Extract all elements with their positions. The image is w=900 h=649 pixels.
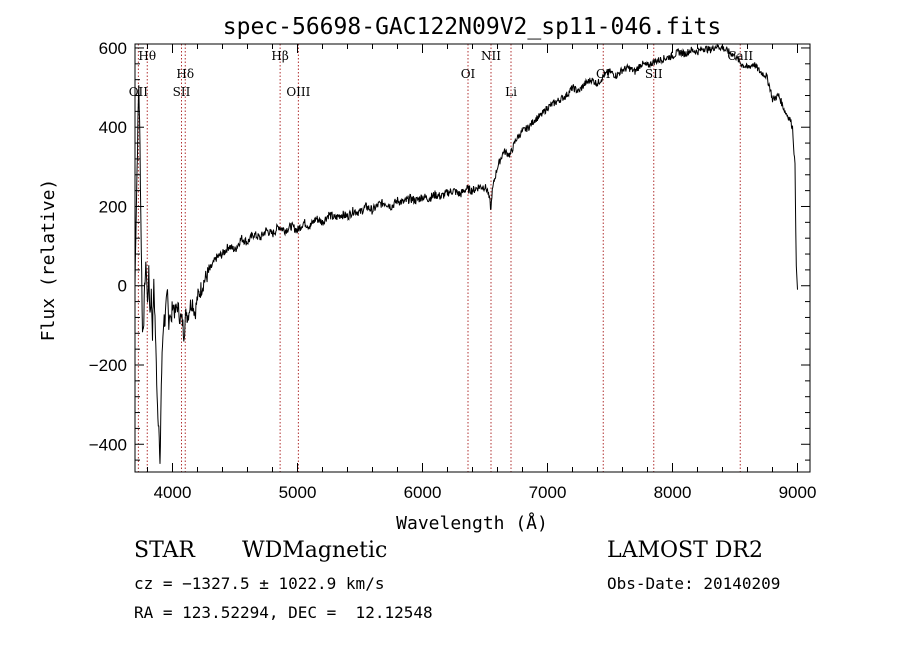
- spectral-line-markers: [137, 44, 741, 472]
- y-tick-label: −400: [89, 435, 127, 454]
- x-tick-labels: 4000 5000 6000 7000 8000 9000: [154, 483, 817, 502]
- spectral-line-label: OI: [461, 67, 476, 81]
- spectral-line-label: Hδ: [176, 67, 194, 81]
- x-tick-label: 7000: [529, 483, 567, 502]
- redshift-cz: cz = −1327.5 ± 1022.9 km/s: [134, 574, 385, 593]
- y-tick-label: −200: [89, 356, 127, 375]
- y-tick-label: 200: [99, 197, 127, 216]
- spectral-line-label: CaII: [727, 49, 753, 63]
- y-tick-label: 400: [99, 118, 127, 137]
- y-tick-label: 600: [99, 39, 127, 58]
- y-tick-label: 0: [118, 277, 127, 296]
- spectral-line-label: OI: [596, 67, 611, 81]
- x-axis-label: Wavelength (Å): [396, 512, 548, 534]
- chart-title: spec-56698-GAC122N09V2_sp11-046.fits: [223, 14, 722, 40]
- spectral-line-label: Hθ: [138, 49, 156, 63]
- spectral-line-label: OIII: [286, 85, 310, 99]
- survey-name: LAMOST DR2: [607, 538, 763, 563]
- spectral-line-labels: Hθ OII Hδ SII Hβ OIII OI NII Li OI SII CaII: [129, 49, 754, 99]
- x-tick-label: 6000: [404, 483, 442, 502]
- axis-ticks: [135, 44, 810, 472]
- spectrum-line: [134, 43, 798, 464]
- observation-date: Obs-Date: 20140209: [607, 574, 781, 593]
- spectral-line-label: SII: [173, 85, 191, 99]
- object-class: STAR: [134, 538, 195, 563]
- y-axis-label: Flux (relative): [38, 179, 59, 342]
- spectral-line-label: NII: [481, 49, 501, 63]
- spectral-line-label: OII: [129, 85, 149, 99]
- x-tick-label: 9000: [779, 483, 817, 502]
- x-tick-label: 4000: [154, 483, 192, 502]
- x-tick-label: 5000: [279, 483, 317, 502]
- ra-dec-coordinates: RA = 123.52294, DEC = 12.12548: [134, 603, 433, 622]
- object-subclass: WDMagnetic: [242, 538, 388, 563]
- y-tick-labels: −400 −200 0 200 400 600: [89, 39, 127, 454]
- spectral-line-label: SII: [645, 67, 663, 81]
- spectral-line-label: Hβ: [271, 49, 288, 63]
- plot-frame: [134, 43, 811, 473]
- x-tick-label: 8000: [654, 483, 692, 502]
- spectral-line-label: Li: [505, 85, 517, 99]
